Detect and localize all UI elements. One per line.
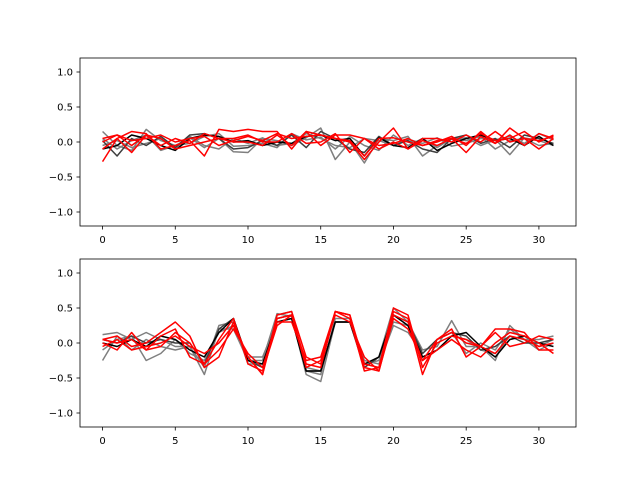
bottom-x-tick-label: 15 (314, 436, 327, 447)
bottom-chart-lines (101, 307, 554, 383)
top-y-tick-label: −1.0 (49, 208, 73, 219)
bottom-x-tick-label: 10 (242, 436, 255, 447)
top-x-tick-label: 10 (242, 235, 255, 246)
top-series-line-3 (102, 130, 554, 157)
top-chart-panel: 0 5 10 15 20 25 30 −1.0 −0.5 0.0 0.5 1.0 (49, 57, 577, 247)
top-y-tick-label: 1.0 (57, 68, 73, 79)
bottom-x-tick-label: 30 (533, 436, 546, 447)
bottom-chart-frame (79, 258, 577, 428)
top-x-tick-label: 15 (314, 235, 327, 246)
top-x-tick-label: 0 (99, 235, 105, 246)
top-series-line-8 (102, 132, 554, 154)
top-x-tick-label: 5 (172, 235, 178, 246)
bottom-x-tick-label: 0 (99, 436, 105, 447)
top-x-tick-label: 20 (387, 235, 400, 246)
top-series-line-6 (101, 127, 554, 162)
bottom-x-tick-label: 25 (460, 436, 473, 447)
top-chart-lines (101, 127, 554, 164)
bottom-chart-panel: 0 5 10 15 20 25 30 −1.0 −0.5 0.0 0.5 1.0 (49, 258, 577, 448)
top-x-tick-label: 25 (460, 235, 473, 246)
top-chart-frame (79, 57, 577, 227)
bottom-y-tick-label: 1.0 (57, 269, 73, 280)
top-x-tick-label: 30 (533, 235, 546, 246)
top-y-tick-label: 0.5 (57, 103, 73, 114)
bottom-y-tick-label: −0.5 (49, 374, 73, 385)
bottom-y-tick-label: 0.0 (57, 339, 73, 350)
bottom-x-tick-label: 5 (172, 436, 178, 447)
top-series-line-7 (102, 127, 554, 161)
bottom-chart-ticks: 0 5 10 15 20 25 30 −1.0 −0.5 0.0 0.5 1.0 (49, 269, 546, 448)
bottom-series-line-4 (102, 314, 554, 372)
top-y-tick-label: 0.0 (57, 138, 73, 149)
top-chart-ticks: 0 5 10 15 20 25 30 −1.0 −0.5 0.0 0.5 1.0 (49, 68, 546, 247)
bottom-x-tick-label: 20 (387, 436, 400, 447)
bottom-y-tick-label: −1.0 (49, 409, 73, 420)
bottom-y-tick-label: 0.5 (57, 304, 73, 315)
bottom-series-line-8 (102, 307, 554, 369)
top-y-tick-label: −0.5 (49, 173, 73, 184)
